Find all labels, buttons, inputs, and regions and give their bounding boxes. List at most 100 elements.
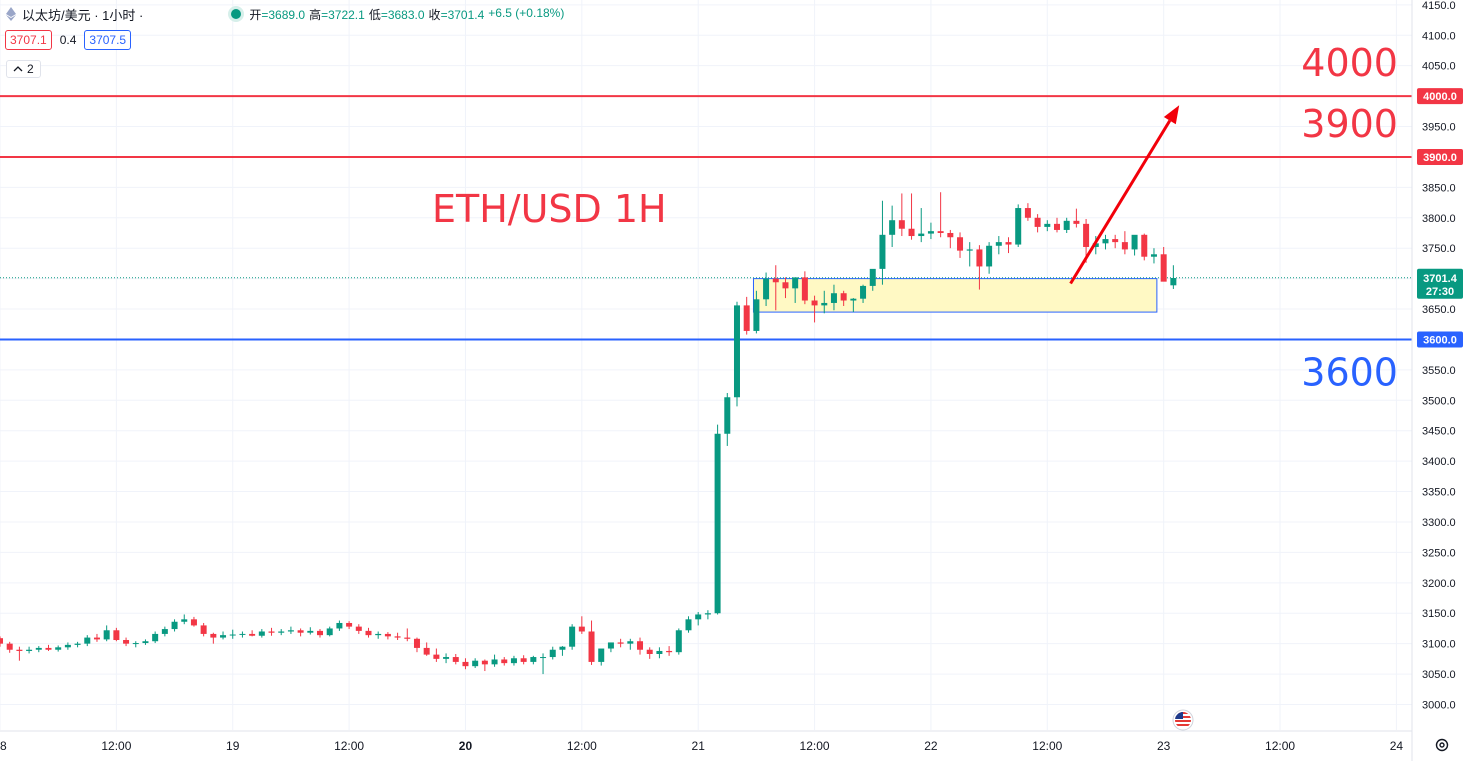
price-tick-label: 4050.0 xyxy=(1422,61,1456,73)
candle-body xyxy=(1044,223,1051,227)
time-tick-label: 18 xyxy=(0,739,7,753)
candle-body xyxy=(297,630,304,633)
candle-body xyxy=(210,633,217,638)
candle-body xyxy=(45,647,52,650)
candle-body xyxy=(811,300,818,306)
candle-body xyxy=(229,634,236,636)
candle-body xyxy=(646,649,653,655)
sell-button[interactable]: 3707.1 xyxy=(5,30,52,50)
candle-body xyxy=(850,298,857,301)
price-axis[interactable]: 3000.0 3050.0 3100.0 3150.0 3200.0 3250.0 3300… xyxy=(1411,0,1456,761)
candle-body xyxy=(1121,242,1128,250)
candle-body xyxy=(481,660,488,665)
candle-body xyxy=(549,649,556,658)
ethereum-icon xyxy=(6,7,16,21)
candle-body xyxy=(830,293,837,303)
time-axis[interactable]: 18 12:00 19 12:00 20 12:00 21 12:00 22 12:00 23 12:… xyxy=(0,730,1412,753)
candle-body xyxy=(491,659,498,665)
candle-body xyxy=(840,293,847,301)
price-tick-label: 3350.0 xyxy=(1422,487,1456,499)
gear-icon[interactable] xyxy=(1434,737,1450,753)
price-tick-label: 3650.0 xyxy=(1422,304,1456,316)
open-value: =3689.0 xyxy=(261,7,306,22)
price-tick-label: 3450.0 xyxy=(1422,426,1456,438)
price-tick-label: 3000.0 xyxy=(1422,700,1456,712)
buy-button[interactable]: 3707.5 xyxy=(84,30,132,50)
change-value: +6.5 (+0.18%) xyxy=(488,5,565,20)
time-tick-label: 12:00 xyxy=(1265,739,1295,753)
spread-value: 0.4 xyxy=(59,33,77,47)
price-tick-label: 3750.0 xyxy=(1422,243,1456,255)
candles xyxy=(0,192,1177,675)
candle-body xyxy=(375,633,382,636)
candle-body xyxy=(1141,234,1148,257)
candle-body xyxy=(355,626,362,631)
candle-body xyxy=(1005,242,1012,245)
candle-body xyxy=(35,647,42,650)
candle-body xyxy=(317,630,324,636)
level-price-tag xyxy=(1417,148,1463,165)
candle-body xyxy=(1063,220,1070,230)
price-tick-label: 3850.0 xyxy=(1422,182,1456,194)
candle-body xyxy=(530,657,537,662)
low-label: 低 xyxy=(368,7,381,22)
close-value: =3701.4 xyxy=(440,7,485,22)
candle-body xyxy=(326,628,333,636)
candle-body xyxy=(821,302,828,306)
candle-body xyxy=(559,646,566,650)
candle-body xyxy=(472,660,479,667)
candle-body xyxy=(84,637,91,644)
ohlc-values: 开=3689.0 高=3722.1 低=3683.0 收=3701.4 +6.5… xyxy=(249,6,564,23)
price-tick-label: 3400.0 xyxy=(1422,456,1456,468)
candle-body xyxy=(384,633,391,637)
level-price-label: 3600.0 xyxy=(1423,334,1457,346)
candle-body xyxy=(365,630,372,636)
price-tick-label: 3300.0 xyxy=(1422,517,1456,529)
time-tick-label: 19 xyxy=(226,739,240,753)
candle-body xyxy=(724,397,731,434)
candle-body xyxy=(540,657,547,659)
level-price-tag xyxy=(1417,88,1463,105)
candle-body xyxy=(74,643,81,645)
candle-body xyxy=(287,630,294,632)
arrow-head xyxy=(1163,105,1180,125)
price-tick-label: 3250.0 xyxy=(1422,547,1456,559)
support-zone[interactable] xyxy=(752,278,1158,313)
candle-body xyxy=(6,643,13,650)
time-tick-label: 12:00 xyxy=(101,739,131,753)
candle-body xyxy=(986,245,993,267)
symbol-title[interactable]: 以太坊/美元 · 1小时 · xyxy=(22,7,144,23)
candle-body xyxy=(220,635,227,638)
candle-body xyxy=(443,657,450,659)
candle-body xyxy=(1015,208,1022,245)
candle-body xyxy=(1160,254,1167,282)
candle-body xyxy=(268,631,275,633)
current-price-label: 3701.4 xyxy=(1423,273,1458,285)
candle-body xyxy=(704,613,711,615)
candle-body xyxy=(152,633,159,642)
candle-body xyxy=(132,643,139,645)
indicators-toggle-button[interactable]: 2 xyxy=(6,60,41,78)
candle-body xyxy=(26,649,33,651)
candle-body xyxy=(588,631,595,662)
price-tick-label: 3950.0 xyxy=(1422,122,1456,134)
level-price-label: 4000.0 xyxy=(1423,91,1457,103)
projection-arrow[interactable] xyxy=(1069,105,1180,285)
time-tick-label: 20 xyxy=(459,739,473,753)
candle-body xyxy=(258,631,265,636)
us-flag-icon[interactable] xyxy=(1172,709,1194,731)
candle-body xyxy=(142,641,149,644)
axis-price-labels: 4000.0 3900.0 3600.0 3701.427:30 xyxy=(1417,88,1463,348)
time-tick-label: 12:00 xyxy=(334,739,364,753)
candle-body xyxy=(763,278,770,300)
price-tick-label: 3100.0 xyxy=(1422,639,1456,651)
countdown-label: 27:30 xyxy=(1426,286,1454,298)
time-tick-label: 22 xyxy=(924,739,938,753)
high-label: 高 xyxy=(309,7,322,22)
low-value: =3683.0 xyxy=(380,7,425,22)
candle-body xyxy=(898,220,905,229)
open-label: 开 xyxy=(249,7,262,22)
price-tick-label: 4100.0 xyxy=(1422,30,1456,42)
level-price-tag xyxy=(1417,331,1463,348)
